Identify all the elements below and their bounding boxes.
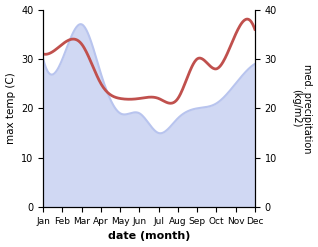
Y-axis label: max temp (C): max temp (C) <box>5 72 16 144</box>
Y-axis label: med. precipitation
(kg/m2): med. precipitation (kg/m2) <box>291 64 313 153</box>
X-axis label: date (month): date (month) <box>108 231 190 242</box>
